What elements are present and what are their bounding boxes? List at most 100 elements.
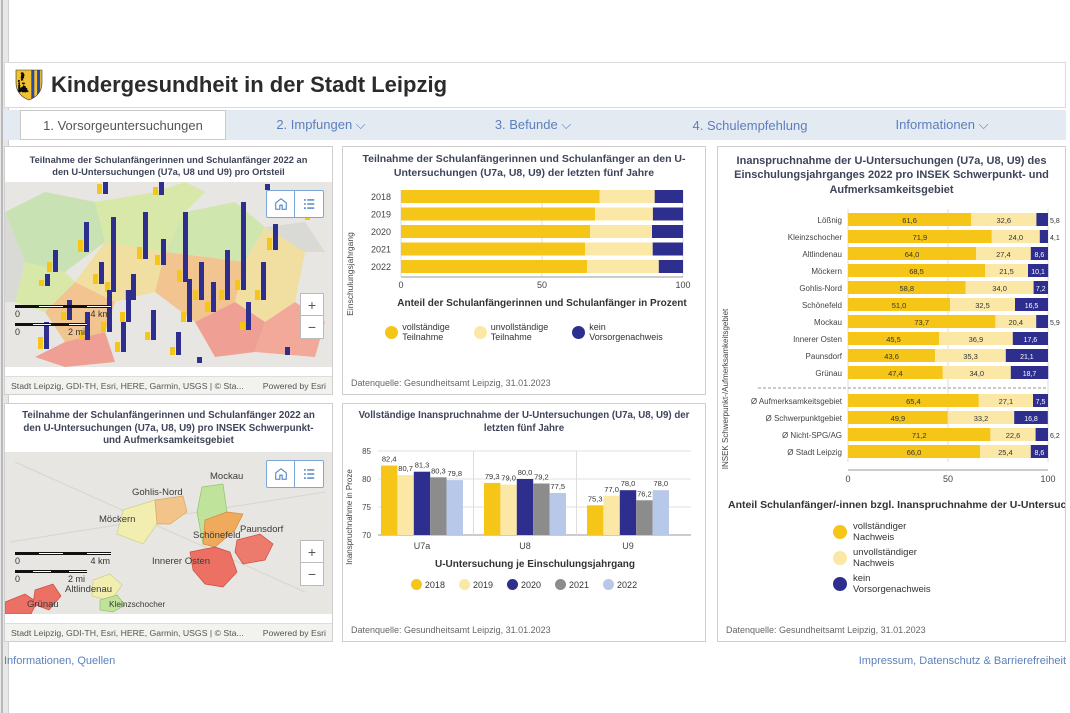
svg-text:Ø Stadt Leipzig: Ø Stadt Leipzig	[787, 448, 842, 457]
svg-text:0: 0	[845, 474, 850, 484]
svg-text:79,3: 79,3	[485, 472, 500, 481]
svg-text:71,9: 71,9	[913, 233, 928, 242]
svg-text:80,7: 80,7	[398, 464, 413, 473]
svg-text:0: 0	[398, 280, 403, 290]
svg-text:78,0: 78,0	[653, 479, 668, 488]
svg-text:49,9: 49,9	[891, 414, 906, 423]
svg-text:16,8: 16,8	[1024, 416, 1038, 423]
svg-text:4,1: 4,1	[1050, 235, 1060, 242]
svg-text:34,0: 34,0	[969, 369, 984, 378]
svg-text:Anteil der Schulanfängerinnen: Anteil der Schulanfängerinnen und Schula…	[397, 298, 687, 309]
svg-text:43,6: 43,6	[884, 352, 899, 361]
svg-text:66,0: 66,0	[907, 448, 922, 457]
svg-text:80,3: 80,3	[431, 467, 446, 476]
svg-text:22,6: 22,6	[1006, 431, 1021, 440]
svg-text:Mockau: Mockau	[814, 318, 842, 327]
svg-text:65,4: 65,4	[906, 397, 921, 406]
svg-text:Grünau: Grünau	[27, 599, 59, 610]
svg-text:32,5: 32,5	[975, 301, 990, 310]
svg-text:Paunsdorf: Paunsdorf	[806, 352, 843, 361]
svg-text:21,5: 21,5	[999, 267, 1014, 276]
svg-text:Altlindenau: Altlindenau	[65, 584, 112, 595]
svg-text:Grünau: Grünau	[815, 369, 842, 378]
svg-text:100: 100	[675, 280, 690, 290]
svg-text:Lößnig: Lößnig	[818, 216, 842, 225]
svg-text:U7a: U7a	[414, 541, 431, 551]
svg-text:20,4: 20,4	[1008, 318, 1023, 327]
svg-text:16,5: 16,5	[1025, 303, 1039, 310]
svg-text:79,2: 79,2	[534, 473, 549, 482]
svg-text:35,3: 35,3	[963, 352, 978, 361]
svg-text:2021: 2021	[371, 245, 391, 255]
svg-text:100: 100	[1040, 474, 1055, 484]
svg-text:75: 75	[362, 503, 371, 512]
svg-text:77,5: 77,5	[550, 482, 565, 491]
svg-text:2022: 2022	[371, 262, 391, 272]
svg-text:47,4: 47,4	[888, 369, 903, 378]
svg-text:77,0: 77,0	[604, 485, 619, 494]
svg-text:78,0: 78,0	[621, 479, 636, 488]
svg-text:50: 50	[943, 474, 953, 484]
svg-text:61,6: 61,6	[902, 216, 917, 225]
svg-text:80,0: 80,0	[518, 468, 533, 477]
svg-text:50: 50	[537, 280, 547, 290]
svg-text:58,8: 58,8	[899, 284, 914, 293]
svg-text:36,9: 36,9	[969, 335, 984, 344]
svg-text:2020: 2020	[371, 227, 391, 237]
svg-text:79,0: 79,0	[501, 474, 516, 483]
svg-text:32,6: 32,6	[996, 216, 1011, 225]
svg-text:75,3: 75,3	[588, 495, 603, 504]
svg-text:INSEK Schwerpunkt-/Aufmerksamk: INSEK Schwerpunkt-/Aufmerksamkeitsgebiet	[721, 308, 730, 469]
svg-text:76,2: 76,2	[637, 489, 652, 498]
svg-text:Ø Nicht-SPG/AG: Ø Nicht-SPG/AG	[782, 431, 842, 440]
svg-text:71,2: 71,2	[912, 431, 927, 440]
svg-text:Ø Aufmerksamkeitsgebiet: Ø Aufmerksamkeitsgebiet	[751, 397, 843, 406]
svg-text:8,6: 8,6	[1035, 252, 1045, 259]
svg-text:34,0: 34,0	[992, 284, 1007, 293]
svg-text:Innerer Osten: Innerer Osten	[793, 335, 842, 344]
svg-text:27,1: 27,1	[999, 397, 1014, 406]
svg-text:33,2: 33,2	[974, 414, 989, 423]
svg-text:6,2: 6,2	[1050, 433, 1060, 440]
svg-text:Gohlis-Nord: Gohlis-Nord	[799, 284, 842, 293]
svg-text:70: 70	[362, 531, 371, 540]
svg-text:17,6: 17,6	[1024, 337, 1038, 344]
svg-text:73,7: 73,7	[914, 318, 929, 327]
svg-text:80: 80	[362, 475, 371, 484]
svg-text:27,4: 27,4	[996, 250, 1011, 259]
svg-text:Paunsdorf: Paunsdorf	[240, 524, 284, 535]
svg-text:U8: U8	[519, 541, 531, 551]
svg-text:24,0: 24,0	[1008, 233, 1023, 242]
svg-text:U9: U9	[622, 541, 634, 551]
svg-text:Möckern: Möckern	[811, 267, 842, 276]
svg-text:79,8: 79,8	[447, 469, 462, 478]
svg-text:Mockau: Mockau	[210, 471, 243, 482]
svg-text:7,2: 7,2	[1036, 286, 1046, 293]
svg-text:Ø Schwerpunktgebiet: Ø Schwerpunktgebiet	[766, 414, 843, 423]
svg-text:5,8: 5,8	[1050, 218, 1060, 225]
svg-text:Möckern: Möckern	[99, 514, 135, 525]
svg-text:Schönefeld: Schönefeld	[802, 301, 842, 310]
svg-text:81,3: 81,3	[415, 461, 430, 470]
svg-text:82,4: 82,4	[382, 455, 397, 464]
svg-text:64,0: 64,0	[905, 250, 920, 259]
svg-text:2019: 2019	[371, 210, 391, 220]
svg-text:7,5: 7,5	[1036, 399, 1046, 406]
svg-text:Kleinzschocher: Kleinzschocher	[109, 599, 166, 609]
svg-text:Kleinzschocher: Kleinzschocher	[788, 233, 843, 242]
svg-text:51,0: 51,0	[892, 301, 907, 310]
svg-text:Gohlis-Nord: Gohlis-Nord	[132, 487, 183, 498]
svg-text:25,4: 25,4	[998, 448, 1013, 457]
svg-text:21,1: 21,1	[1020, 354, 1034, 361]
svg-text:2018: 2018	[371, 192, 391, 202]
svg-text:Altlindenau: Altlindenau	[802, 250, 842, 259]
svg-text:68,5: 68,5	[909, 267, 924, 276]
svg-text:10,1: 10,1	[1031, 269, 1045, 276]
svg-text:Einschulungsjahrgang: Einschulungsjahrgang	[345, 232, 355, 316]
svg-text:Innerer Osten: Innerer Osten	[152, 556, 210, 567]
svg-text:18,7: 18,7	[1023, 371, 1037, 378]
svg-text:85: 85	[362, 447, 371, 456]
svg-text:Schönefeld: Schönefeld	[193, 530, 241, 541]
svg-text:45,5: 45,5	[886, 335, 901, 344]
svg-text:5,9: 5,9	[1050, 320, 1060, 327]
